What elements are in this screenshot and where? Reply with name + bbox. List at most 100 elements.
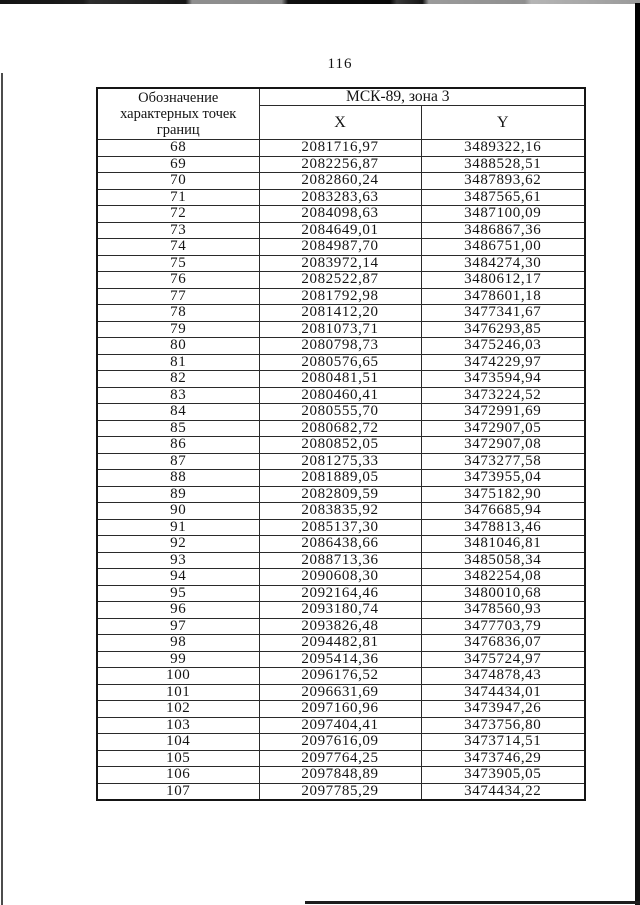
- table-row: 71 2083283,63 3487565,61: [96, 188, 586, 206]
- point-number-cell: 86: [96, 436, 260, 454]
- x-value-cell: 2084987,70: [258, 238, 422, 256]
- y-value-cell: 3487893,62: [420, 172, 586, 190]
- y-value-cell: 3474229,97: [420, 353, 586, 371]
- table-row: 85 2080682,72 3472907,05: [96, 419, 586, 437]
- y-value-cell: 3482254,08: [420, 568, 586, 586]
- x-value-cell: 2084649,01: [258, 221, 422, 239]
- x-value-cell: 2080555,70: [258, 403, 422, 421]
- table-row: 106 2097848,89 3473905,05: [96, 766, 586, 784]
- table-row: 87 2081275,33 3473277,58: [96, 452, 586, 470]
- coordinates-table: Обозначение характерных точек границ МСК…: [96, 87, 587, 801]
- x-value-cell: 2080682,72: [258, 419, 422, 437]
- x-value-cell: 2088713,36: [258, 551, 422, 569]
- scan-artifact-top-edge: [0, 0, 640, 4]
- x-value-cell: 2080576,65: [258, 353, 422, 371]
- point-number-cell: 83: [96, 386, 260, 404]
- y-value-cell: 3489322,16: [420, 139, 586, 157]
- x-value-cell: 2084098,63: [258, 205, 422, 223]
- point-number-cell: 82: [96, 370, 260, 388]
- point-number-cell: 94: [96, 568, 260, 586]
- y-value-cell: 3486751,00: [420, 238, 586, 256]
- y-value-cell: 3473756,80: [420, 716, 586, 734]
- table-row: 69 2082256,87 3488528,51: [96, 155, 586, 173]
- point-number-cell: 75: [96, 254, 260, 272]
- point-number-cell: 78: [96, 304, 260, 322]
- y-value-cell: 3478601,18: [420, 287, 586, 305]
- table-row: 89 2082809,59 3475182,90: [96, 485, 586, 503]
- x-value-cell: 2096631,69: [258, 683, 422, 701]
- point-number-cell: 105: [96, 749, 260, 767]
- y-value-cell: 3473714,51: [420, 733, 586, 751]
- x-value-cell: 2093180,74: [258, 601, 422, 619]
- table-row: 82 2080481,51 3473594,94: [96, 370, 586, 388]
- x-value-cell: 2081889,05: [258, 469, 422, 487]
- point-number-cell: 77: [96, 287, 260, 305]
- table-row: 86 2080852,05 3472907,08: [96, 436, 586, 454]
- y-value-cell: 3474434,01: [420, 683, 586, 701]
- scan-artifact-left-edge: [1, 73, 3, 905]
- y-value-cell: 3475182,90: [420, 485, 586, 503]
- point-number-cell: 74: [96, 238, 260, 256]
- table-row: 77 2081792,98 3478601,18: [96, 287, 586, 305]
- x-value-cell: 2081792,98: [258, 287, 422, 305]
- point-number-cell: 96: [96, 601, 260, 619]
- point-number-cell: 97: [96, 617, 260, 635]
- y-value-cell: 3472991,69: [420, 403, 586, 421]
- point-number-cell: 71: [96, 188, 260, 206]
- point-number-cell: 101: [96, 683, 260, 701]
- point-number-cell: 72: [96, 205, 260, 223]
- y-value-cell: 3476685,94: [420, 502, 586, 520]
- table-row: 78 2081412,20 3477341,67: [96, 304, 586, 322]
- x-value-cell: 2083283,63: [258, 188, 422, 206]
- point-number-cell: 104: [96, 733, 260, 751]
- point-header-line-1: Обозначение: [138, 90, 219, 106]
- column-header-x: X: [258, 105, 422, 140]
- x-value-cell: 2097616,09: [258, 733, 422, 751]
- page-number: 116: [327, 56, 353, 72]
- point-number-cell: 91: [96, 518, 260, 536]
- y-value-cell: 3472907,08: [420, 436, 586, 454]
- x-value-cell: 2082860,24: [258, 172, 422, 190]
- y-value-cell: 3473955,04: [420, 469, 586, 487]
- table-row: 105 2097764,25 3473746,29: [96, 749, 586, 767]
- column-header-y: Y: [420, 105, 586, 140]
- table-row: 76 2082522,87 3480612,17: [96, 271, 586, 289]
- table-row: 103 2097404,41 3473756,80: [96, 716, 586, 734]
- y-value-cell: 3487565,61: [420, 188, 586, 206]
- y-value-cell: 3475724,97: [420, 650, 586, 668]
- table-row: 74 2084987,70 3486751,00: [96, 238, 586, 256]
- point-number-cell: 70: [96, 172, 260, 190]
- y-value-cell: 3477703,79: [420, 617, 586, 635]
- y-value-cell: 3480010,68: [420, 584, 586, 602]
- y-value-cell: 3476836,07: [420, 634, 586, 652]
- x-value-cell: 2093826,48: [258, 617, 422, 635]
- point-header-line-3: границ: [156, 122, 200, 138]
- y-value-cell: 3473746,29: [420, 749, 586, 767]
- point-number-cell: 87: [96, 452, 260, 470]
- crs-header-label: МСК-89, зона 3: [346, 88, 450, 105]
- column-header-point-designation: Обозначение характерных точек границ: [96, 87, 260, 140]
- x-value-cell: 2096176,52: [258, 667, 422, 685]
- x-value-cell: 2092164,46: [258, 584, 422, 602]
- point-header-line-2: характерных точек: [120, 106, 237, 122]
- table-row: 79 2081073,71 3476293,85: [96, 320, 586, 338]
- y-value-cell: 3481046,81: [420, 535, 586, 553]
- scan-artifact-bottom-edge: [305, 901, 640, 904]
- table-row: 73 2084649,01 3486867,36: [96, 221, 586, 239]
- table-row: 83 2080460,41 3473224,52: [96, 386, 586, 404]
- table-row: 93 2088713,36 3485058,34: [96, 551, 586, 569]
- x-value-cell: 2083835,92: [258, 502, 422, 520]
- y-value-cell: 3487100,09: [420, 205, 586, 223]
- y-value-cell: 3484274,30: [420, 254, 586, 272]
- table-row: 94 2090608,30 3482254,08: [96, 568, 586, 586]
- table-row: 68 2081716,97 3489322,16: [96, 139, 586, 157]
- y-value-cell: 3485058,34: [420, 551, 586, 569]
- y-value-cell: 3486867,36: [420, 221, 586, 239]
- x-value-cell: 2094482,81: [258, 634, 422, 652]
- point-number-cell: 92: [96, 535, 260, 553]
- y-value-cell: 3473594,94: [420, 370, 586, 388]
- table-row: 95 2092164,46 3480010,68: [96, 584, 586, 602]
- x-value-cell: 2082522,87: [258, 271, 422, 289]
- x-value-cell: 2081412,20: [258, 304, 422, 322]
- y-value-cell: 3474434,22: [420, 782, 586, 801]
